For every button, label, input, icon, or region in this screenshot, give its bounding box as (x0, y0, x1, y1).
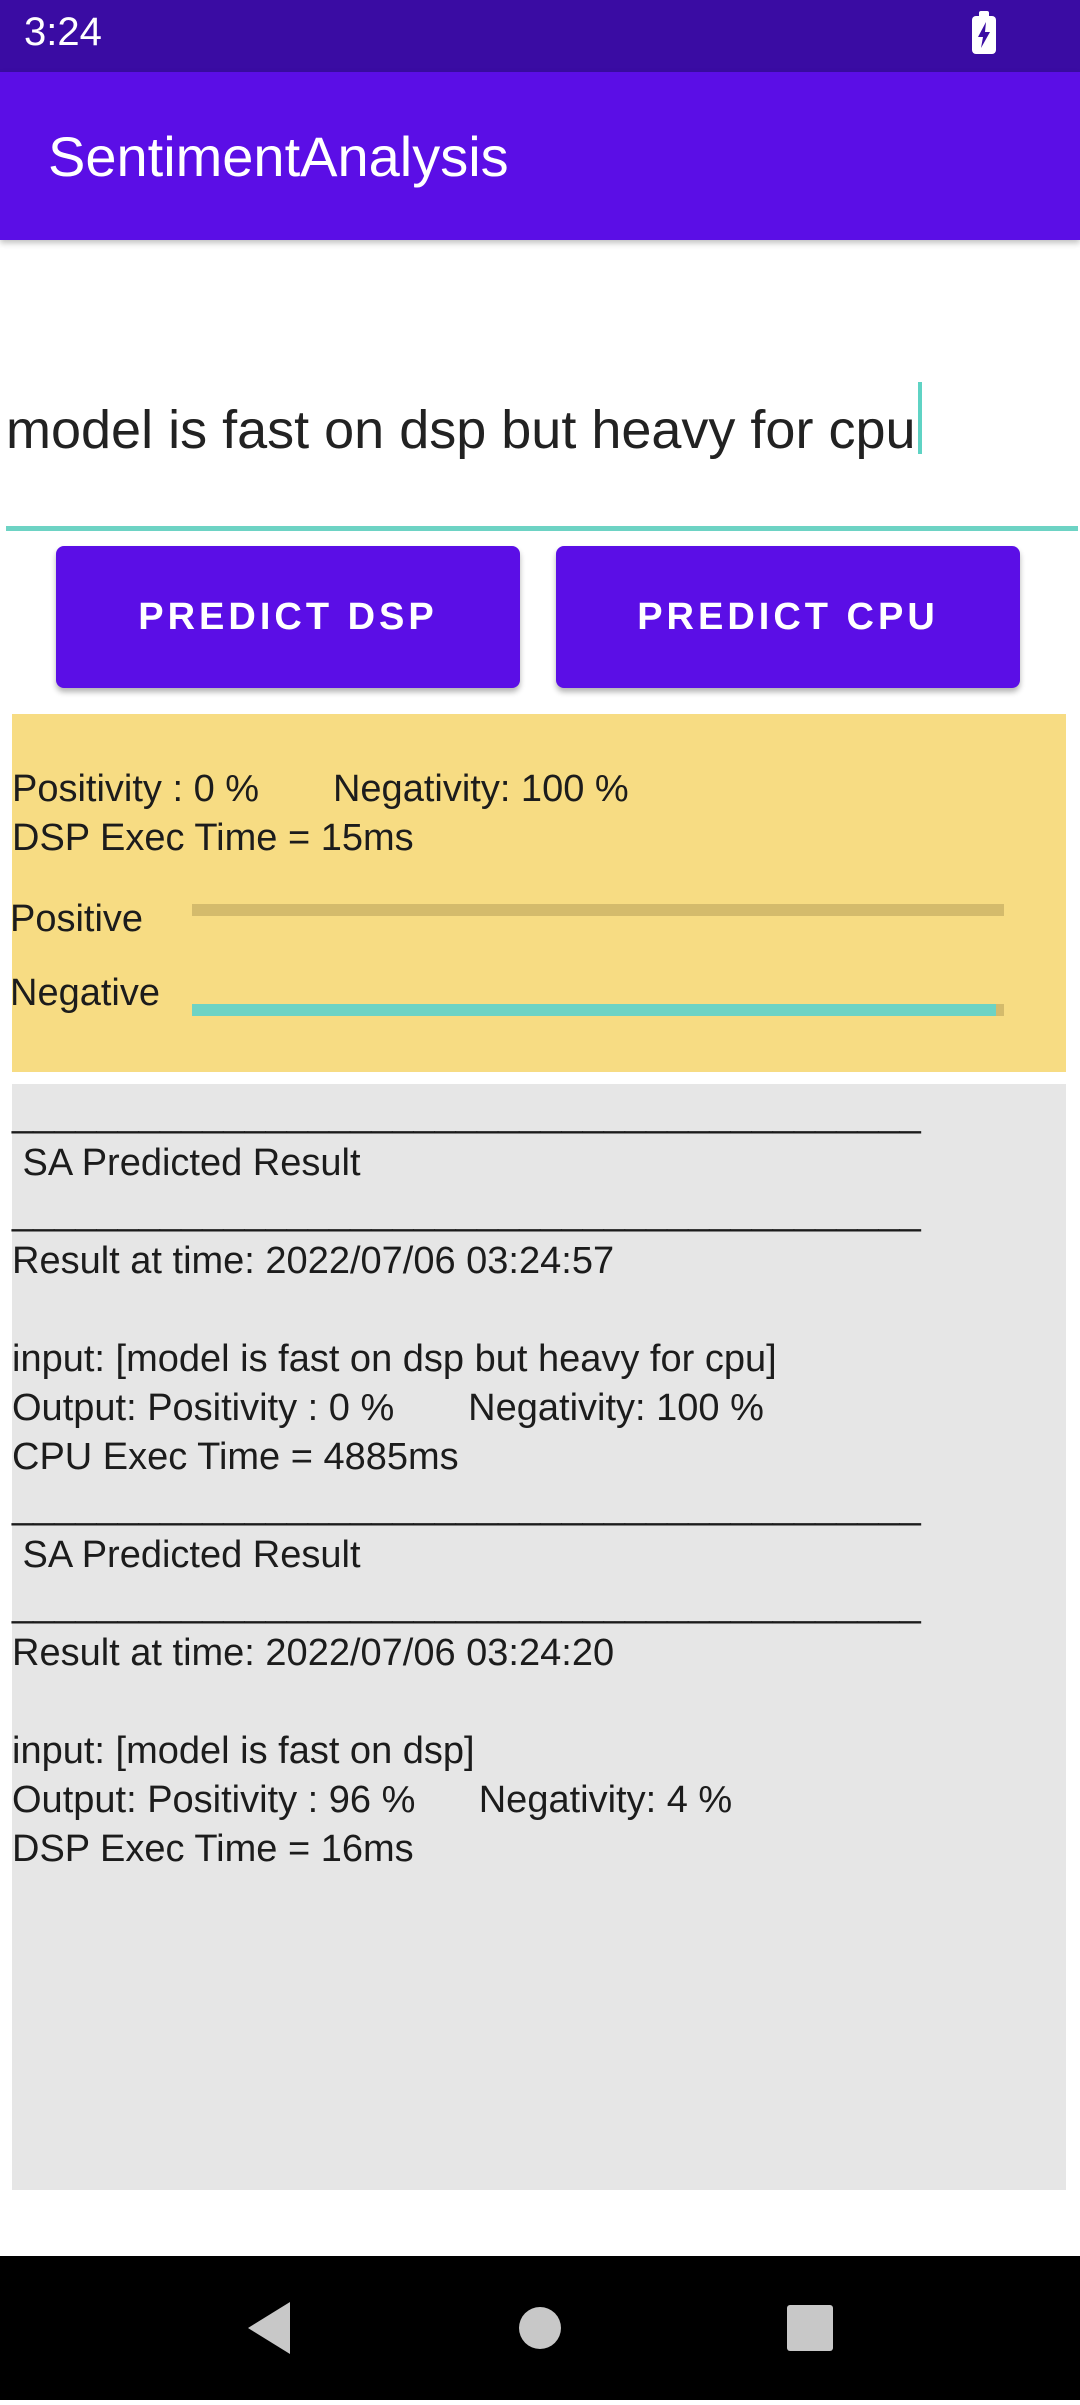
battery-charging-icon (972, 11, 996, 54)
negative-label: Negative (10, 972, 160, 1014)
predict-cpu-button[interactable]: PREDICT CPU (556, 546, 1020, 688)
status-bar: 3:24 (0, 0, 1080, 72)
history-log-text: ________________________________________… (12, 1093, 921, 1870)
prediction-history[interactable]: ________________________________________… (12, 1084, 1066, 2190)
exec-time-text: DSP Exec Time = 15ms (12, 817, 414, 859)
home-circle-icon[interactable] (480, 2256, 600, 2400)
result-card: Positivity : 0 % Negativity: 100 % DSP E… (10, 714, 1066, 1072)
sentence-input-container (6, 330, 1078, 531)
positivity-negativity-text: Positivity : 0 % Negativity: 100 % (12, 768, 629, 810)
predict-dsp-button[interactable]: PREDICT DSP (56, 546, 520, 688)
negative-progress-bar (192, 1004, 1004, 1016)
app-bar: SentimentAnalysis (0, 72, 1080, 240)
input-underline (6, 526, 1078, 531)
app-title: SentimentAnalysis (48, 125, 509, 188)
back-triangle-icon[interactable] (208, 2256, 328, 2400)
positive-progress-bar (192, 904, 1004, 916)
text-caret (918, 382, 922, 454)
negative-progress-fill (192, 1004, 996, 1016)
navigation-bar (0, 2256, 1080, 2400)
positive-label: Positive (10, 898, 144, 940)
recents-square-icon[interactable] (750, 2256, 870, 2400)
sentence-input[interactable] (6, 380, 1078, 480)
status-time: 3:24 (24, 10, 102, 54)
